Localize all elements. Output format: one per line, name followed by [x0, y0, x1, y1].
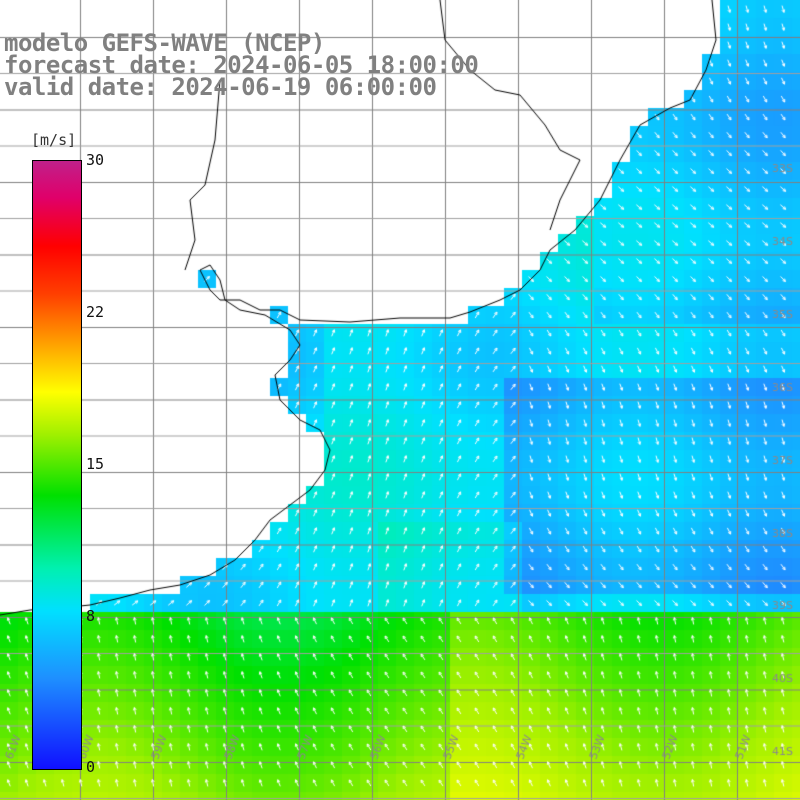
colorbar-tick-30: 30 — [86, 151, 105, 169]
colorbar-tick-0: 0 — [86, 758, 96, 776]
colorbar-tick-8: 8 — [86, 607, 96, 625]
forecast-date: forecast date: 2024-06-05 18:00:00 — [4, 51, 479, 79]
valid-date: valid date: 2024-06-19 06:00:00 — [4, 73, 437, 101]
colorbar-tick-15: 15 — [86, 455, 105, 473]
colorbar — [32, 160, 82, 770]
colorbar-units: [m/s] — [31, 131, 77, 149]
colorbar-tick-22: 22 — [86, 303, 105, 321]
model-title: modelo GEFS-WAVE (NCEP) — [4, 29, 325, 57]
